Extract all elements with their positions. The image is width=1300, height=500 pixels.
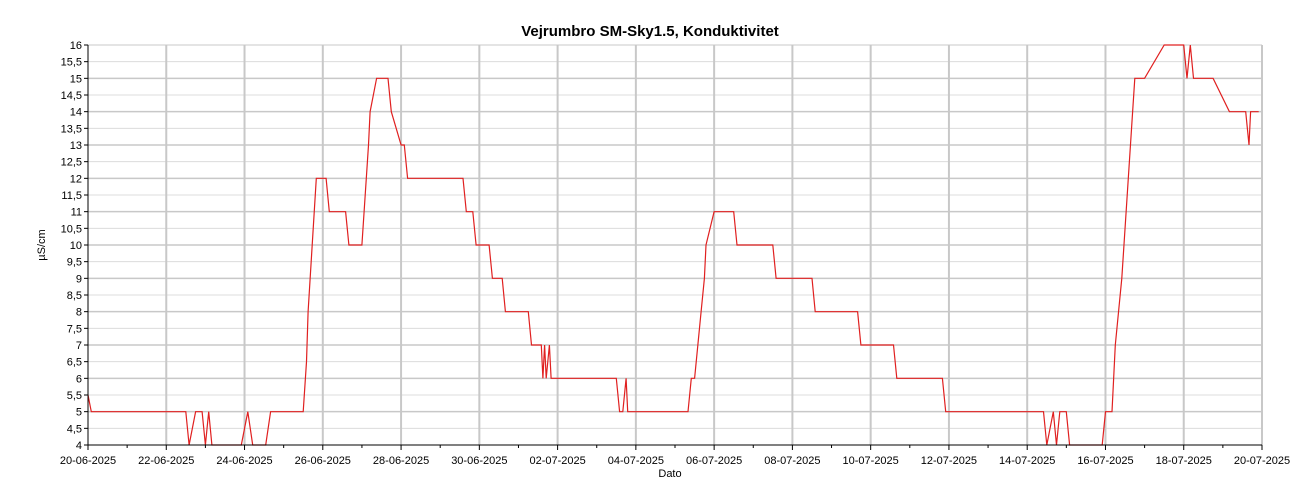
x-tick-label: 26-06-2025 bbox=[295, 455, 351, 467]
y-tick-label: 10,5 bbox=[61, 223, 82, 235]
x-tick-label: 16-07-2025 bbox=[1077, 455, 1133, 467]
x-tick-label: 12-07-2025 bbox=[921, 455, 977, 467]
y-tick-label: 7 bbox=[76, 340, 82, 352]
y-tick-label: 6 bbox=[76, 373, 82, 385]
x-tick-label: 08-07-2025 bbox=[764, 455, 820, 467]
y-tick-label: 10 bbox=[70, 240, 82, 252]
chart-title: Vejrumbro SM-Sky1.5, Konduktivitet bbox=[521, 23, 779, 40]
y-tick-label: 9,5 bbox=[67, 257, 82, 269]
gridlines bbox=[88, 44, 1263, 445]
y-tick-label: 12 bbox=[70, 173, 82, 185]
y-tick-label: 14 bbox=[70, 107, 82, 119]
y-tick-label: 13 bbox=[70, 140, 82, 152]
y-tick-label: 15,5 bbox=[61, 57, 82, 69]
series-line bbox=[87, 44, 1259, 446]
y-tick-label: 5 bbox=[76, 407, 82, 419]
y-tick-label: 15 bbox=[70, 73, 82, 85]
y-tick-label: 8 bbox=[76, 307, 82, 319]
x-tick-label: 20-07-2025 bbox=[1234, 455, 1290, 467]
x-tick-label: 24-06-2025 bbox=[216, 455, 272, 467]
x-tick-label: 04-07-2025 bbox=[608, 455, 664, 467]
y-tick-label: 6,5 bbox=[67, 357, 82, 369]
y-tick-label: 4,5 bbox=[67, 423, 82, 435]
y-tick-label: 11 bbox=[71, 207, 82, 219]
y-tick-label: 8,5 bbox=[67, 290, 82, 302]
y-tick-label: 5,5 bbox=[67, 390, 82, 402]
y-tick-label: 13,5 bbox=[61, 123, 82, 135]
y-tick-label: 4 bbox=[76, 440, 82, 452]
y-tick-label: 12,5 bbox=[61, 157, 82, 169]
x-tick-label: 10-07-2025 bbox=[843, 455, 899, 467]
x-tick-label: 20-06-2025 bbox=[60, 455, 116, 467]
x-tick-label: 18-07-2025 bbox=[1156, 455, 1212, 467]
x-tick-label: 02-07-2025 bbox=[529, 455, 585, 467]
y-tick-label: 7,5 bbox=[67, 323, 82, 335]
x-axis-ticks: 20-06-2025 22-06-2025 24-06-2025 26-06-2025… bbox=[60, 445, 1290, 467]
y-tick-label: 16 bbox=[70, 40, 82, 52]
y-tick-label: 14,5 bbox=[61, 90, 82, 102]
y-tick-label: 11,5 bbox=[61, 190, 82, 202]
y-axis-label: µS/cm bbox=[36, 229, 48, 260]
y-axis-ticks: 4 4,5 5 5,5 6 6,5 7 7,5 8 8,5 9 9,5 10 10,5 11 11,5 12 12… bbox=[61, 40, 88, 452]
series-group bbox=[87, 44, 1259, 446]
x-axis-label: Dato bbox=[658, 468, 681, 480]
y-tick-label: 9 bbox=[76, 273, 82, 285]
x-tick-label: 28-06-2025 bbox=[373, 455, 429, 467]
x-tick-label: 22-06-2025 bbox=[138, 455, 194, 467]
x-tick-label: 06-07-2025 bbox=[686, 455, 742, 467]
x-tick-label: 30-06-2025 bbox=[451, 455, 507, 467]
x-tick-label: 14-07-2025 bbox=[999, 455, 1055, 467]
